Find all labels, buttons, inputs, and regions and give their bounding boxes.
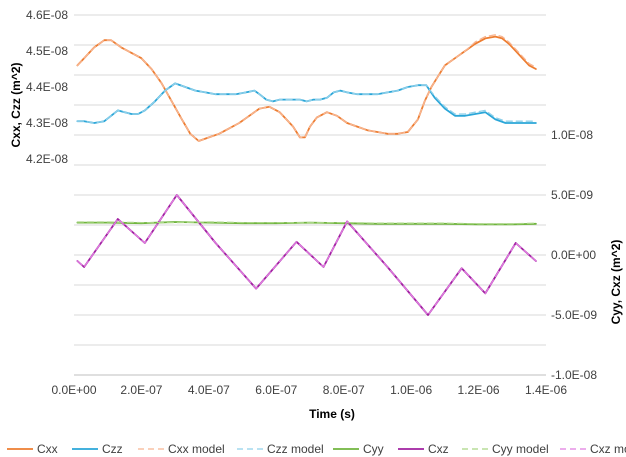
legend: Cxx Czz Cxx model Czz model Cyy Cxz Cyy model C… — [7, 442, 626, 456]
x-tick-label: 6.0E-07 — [255, 383, 297, 397]
x-tick-label: 1.0E-06 — [390, 383, 432, 397]
y-left-tick-label: 4.5E-08 — [26, 44, 68, 58]
x-axis-title: Time (s) — [309, 407, 355, 421]
series-line-cxx-model — [76, 34, 537, 142]
x-tick-label: 2.0E-07 — [120, 383, 162, 397]
legend-label: Cxz model — [590, 442, 626, 456]
y-right-tick-label: -1.0E-08 — [551, 368, 597, 382]
y-right-tick-label: 5.0E-09 — [551, 188, 593, 202]
series-line-cyy-model — [76, 221, 537, 225]
y-right-tick-label: 1.0E-08 — [551, 128, 593, 142]
y-right-tick-label: -5.0E-09 — [551, 308, 597, 322]
y-left-tick-label: 4.3E-08 — [26, 116, 68, 130]
legend-label: Czz model — [267, 442, 324, 456]
x-tick-label: 1.4E-06 — [525, 383, 567, 397]
series-line-czz-model — [76, 82, 537, 124]
tick-labels: 0.0E+00 2.0E-07 4.0E-07 6.0E-07 8.0E-07 1.0E-… — [26, 8, 597, 397]
legend-label: Cyy model — [492, 442, 549, 456]
legend-label: Cxz — [428, 442, 449, 456]
x-tick-label: 0.0E+00 — [51, 383, 96, 397]
x-tick-label: 4.0E-07 — [188, 383, 230, 397]
series-line-cxz-model — [76, 194, 537, 316]
series-line-cxx — [76, 35, 537, 142]
y-right-tick-label: 0.0E+00 — [551, 248, 596, 262]
x-tick-label: 1.2E-06 — [458, 383, 500, 397]
legend-label: Czz — [102, 442, 123, 456]
series-lines — [76, 34, 537, 316]
y-axis-title-right: Cyy, Cxz (m^2) — [609, 240, 623, 325]
y-axis-title-left: Cxx, Czz (m^2) — [9, 62, 23, 147]
legend-label: Cxx — [37, 442, 58, 456]
y-left-tick-label: 4.2E-08 — [26, 152, 68, 166]
legend-label: Cyy — [363, 442, 384, 456]
y-left-tick-label: 4.6E-08 — [26, 8, 68, 22]
gridlines — [74, 14, 546, 376]
legend-label: Cxx model — [168, 442, 225, 456]
series-line-czz — [76, 82, 537, 124]
y-left-tick-label: 4.4E-08 — [26, 80, 68, 94]
x-tick-label: 8.0E-07 — [323, 383, 365, 397]
